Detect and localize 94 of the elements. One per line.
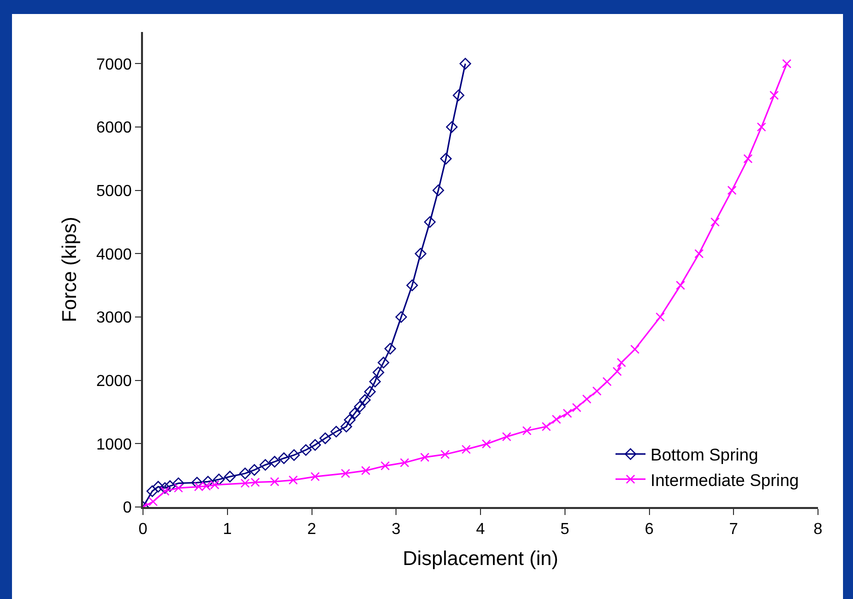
- point: [174, 483, 184, 493]
- point: [782, 59, 792, 68]
- point: [239, 468, 251, 480]
- point: [770, 90, 779, 100]
- point: [395, 311, 407, 323]
- point: [288, 475, 298, 485]
- point: [400, 458, 410, 468]
- point: [414, 248, 426, 260]
- point: [462, 444, 471, 454]
- point: [191, 476, 203, 488]
- point: [612, 366, 622, 376]
- point: [309, 439, 321, 451]
- point: [380, 461, 390, 470]
- point: [319, 432, 332, 444]
- point: [592, 386, 602, 396]
- y-tick-label: 6000: [96, 120, 132, 137]
- y-tick-label: 5000: [96, 182, 132, 200]
- point: [278, 452, 290, 464]
- point: [369, 376, 381, 388]
- point: [340, 468, 350, 478]
- point: [656, 312, 665, 322]
- point: [344, 414, 356, 426]
- point: [330, 426, 342, 438]
- point: [582, 394, 592, 404]
- point: [364, 386, 376, 398]
- point: [172, 477, 184, 490]
- point: [460, 58, 472, 70]
- point: [440, 152, 452, 164]
- point: [502, 432, 512, 442]
- point: [630, 344, 640, 354]
- x-tick-label: 5: [560, 521, 570, 538]
- y-tick-label: 1000: [96, 436, 132, 454]
- point: [424, 216, 436, 228]
- point: [288, 449, 300, 461]
- point: [727, 186, 737, 195]
- point: [300, 444, 312, 456]
- point: [616, 358, 626, 368]
- point: [552, 414, 562, 424]
- point: [148, 497, 158, 506]
- point: [224, 470, 236, 482]
- x-tick-label: 4: [476, 521, 486, 538]
- point: [372, 366, 384, 378]
- point: [756, 122, 766, 132]
- point: [270, 477, 280, 486]
- point: [146, 485, 158, 497]
- point: [452, 90, 464, 102]
- point: [446, 121, 458, 133]
- point: [522, 426, 532, 436]
- point: [432, 184, 444, 196]
- point: [361, 466, 370, 476]
- x-tick-label: 2: [307, 521, 316, 538]
- point: [348, 407, 361, 420]
- point: [202, 476, 214, 488]
- point: [440, 450, 450, 460]
- x-tick-label: 3: [392, 521, 401, 538]
- y-tick-label: 7000: [96, 56, 132, 74]
- point: [354, 400, 366, 412]
- legend-label: Intermediate Spring: [650, 470, 799, 490]
- x-tick-label: 0: [138, 521, 148, 538]
- point: [482, 439, 492, 449]
- point: [260, 459, 272, 471]
- y-tick-label: 4000: [96, 246, 132, 264]
- x-tick-label: 7: [729, 521, 738, 538]
- point: [602, 377, 612, 386]
- point: [743, 154, 753, 164]
- y-tick-label: 0: [122, 500, 132, 517]
- point: [159, 482, 171, 494]
- point: [152, 480, 164, 493]
- point: [694, 249, 704, 258]
- point: [710, 217, 720, 227]
- y-axis-title: Force (kips): [59, 216, 82, 322]
- point: [406, 280, 418, 292]
- point: [213, 474, 225, 486]
- point: [384, 342, 396, 354]
- point: [378, 356, 390, 368]
- legend-label: Bottom Spring: [650, 446, 758, 465]
- point: [268, 456, 280, 468]
- point: [572, 402, 582, 412]
- point: [420, 452, 430, 462]
- point: [164, 480, 176, 492]
- point: [542, 422, 551, 432]
- point: [359, 394, 371, 406]
- x-tick-label: 6: [644, 521, 654, 538]
- y-tick-label: 2000: [96, 372, 132, 390]
- x-tick-label: 8: [814, 521, 823, 538]
- point: [160, 486, 170, 496]
- point: [310, 472, 320, 482]
- x-axis-title: Displacement (in): [402, 548, 558, 570]
- point: [340, 420, 352, 432]
- point: [562, 408, 572, 418]
- point: [676, 280, 686, 290]
- y-tick-label: 3000: [96, 310, 132, 327]
- point: [248, 464, 260, 476]
- x-tick-label: 1: [222, 521, 232, 538]
